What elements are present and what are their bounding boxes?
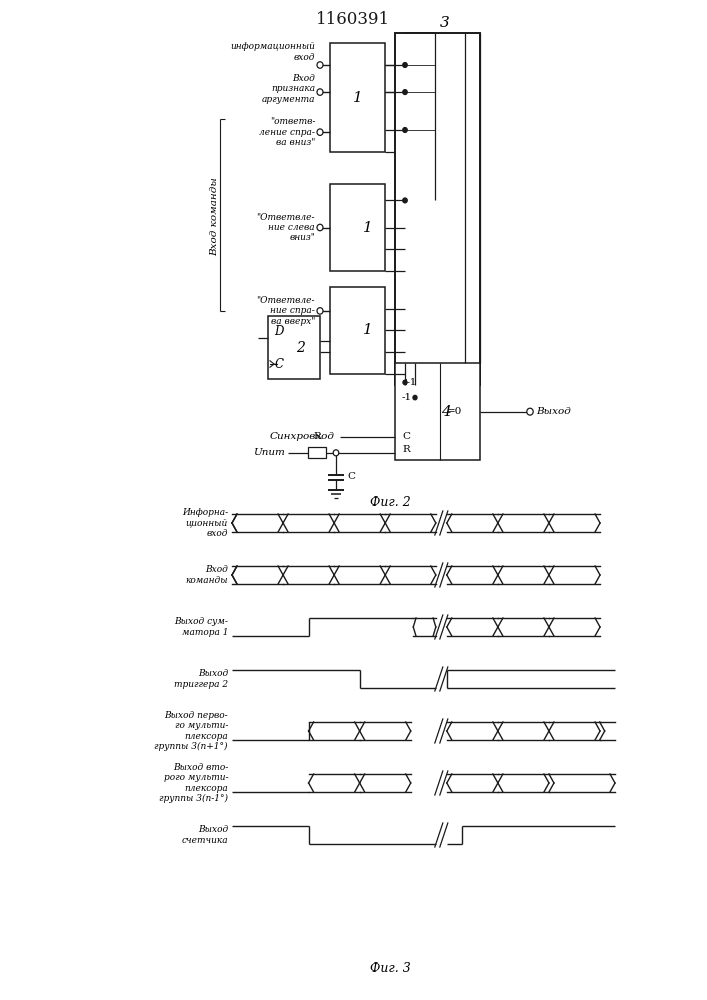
Text: 3: 3 [440,16,450,30]
Circle shape [403,198,407,203]
Circle shape [403,380,407,385]
Text: Синхровход: Синхровход [270,432,335,441]
Text: 1: 1 [363,221,373,234]
Text: Выход
триггера 2: Выход триггера 2 [174,669,228,689]
Text: R: R [313,432,321,441]
Circle shape [403,90,407,94]
Text: 1160391: 1160391 [316,11,390,28]
Circle shape [317,89,323,95]
Text: Фиг. 2: Фиг. 2 [370,496,410,509]
Bar [330,43,385,152]
Text: Инфорна-
ционный
вход: Инфорна- ционный вход [182,508,228,538]
Text: информационный
вход: информационный вход [230,42,315,62]
Bar [268,316,320,379]
Circle shape [317,308,323,314]
Text: =0: =0 [447,407,462,416]
Circle shape [403,128,407,132]
Text: Фиг. 3: Фиг. 3 [370,962,410,975]
Text: C: C [402,432,410,441]
Circle shape [527,408,533,415]
Text: "ответв-
ление спра-
ва вниз": "ответв- ление спра- ва вниз" [259,117,315,147]
Circle shape [317,129,323,135]
Bar [405,33,435,200]
Text: "Ответвле-
ние слева
вниз": "Ответвле- ние слева вниз" [257,213,315,242]
Text: Выход: Выход [536,407,571,416]
Text: C: C [347,472,355,481]
Bar [330,287,385,374]
Bar [395,363,480,460]
Circle shape [317,224,323,231]
Text: 1: 1 [363,323,373,337]
Text: 2: 2 [296,341,305,355]
Text: Вход команды: Вход команды [211,177,219,256]
Text: Выход перво-
го мульти-
плексора
группы 3(n+1°): Выход перво- го мульти- плексора группы … [155,711,228,751]
Bar [308,447,326,458]
Text: 1: 1 [353,91,363,104]
Text: R: R [402,445,410,454]
Text: +1: +1 [402,378,417,387]
Text: Вход
признака
аргумента: Вход признака аргумента [262,74,315,104]
Text: Выход сум-
матора 1: Выход сум- матора 1 [174,617,228,637]
Text: C: C [274,358,284,370]
Text: -1: -1 [402,393,412,402]
Circle shape [413,395,417,400]
Bar [330,184,385,271]
Text: Выход вто-
рого мульти-
плексора
группы 3(n-1°): Выход вто- рого мульти- плексора группы … [159,763,228,803]
Text: "Ответвле-
ние спра-
ва вверх": "Ответвле- ние спра- ва вверх" [257,296,315,326]
Circle shape [317,62,323,68]
Text: Выход
счетчика: Выход счетчика [182,825,228,845]
Circle shape [403,63,407,67]
Bar [395,32,480,385]
Circle shape [333,450,339,456]
Text: Вход
команды: Вход команды [185,565,228,585]
Text: 4: 4 [440,405,450,419]
Text: Uпит: Uпит [253,448,285,457]
Text: D: D [274,325,284,338]
